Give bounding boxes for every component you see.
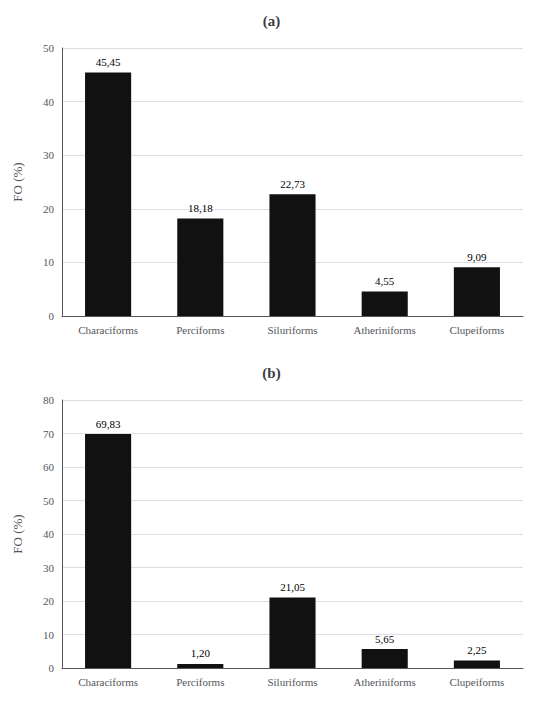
svg-text:FO (%): FO (%) [10,162,25,201]
svg-text:18,18: 18,18 [188,202,213,214]
svg-text:50: 50 [43,495,55,507]
svg-text:9,09: 9,09 [467,251,487,263]
svg-text:22,73: 22,73 [280,178,305,190]
svg-text:69,83: 69,83 [96,418,121,430]
svg-text:2,25: 2,25 [467,644,487,656]
svg-text:20: 20 [43,595,55,607]
svg-text:FO (%): FO (%) [10,514,25,553]
svg-text:10: 10 [43,256,55,268]
svg-text:0: 0 [49,662,55,674]
svg-text:1,20: 1,20 [191,647,211,659]
svg-text:20: 20 [43,203,55,215]
svg-text:Characiforms: Characiforms [78,324,138,336]
svg-text:10: 10 [43,629,55,641]
svg-text:Atheriniforms: Atheriniforms [354,676,416,688]
svg-text:Clupeiforms: Clupeiforms [449,676,504,688]
svg-text:60: 60 [43,461,55,473]
svg-text:45,45: 45,45 [96,56,121,68]
svg-text:70: 70 [43,428,55,440]
svg-text:Clupeiforms: Clupeiforms [449,324,504,336]
svg-text:4,55: 4,55 [375,275,395,287]
svg-text:0: 0 [49,310,55,322]
svg-text:30: 30 [43,149,55,161]
svg-text:(b): (b) [262,365,280,382]
svg-text:Siluriforms: Siluriforms [267,324,317,336]
svg-text:Perciforms: Perciforms [176,324,224,336]
svg-text:80: 80 [43,394,55,406]
svg-text:Characiforms: Characiforms [78,676,138,688]
svg-text:Perciforms: Perciforms [176,676,224,688]
svg-text:50: 50 [43,42,55,54]
svg-text:40: 40 [43,96,55,108]
svg-text:30: 30 [43,562,55,574]
svg-text:5,65: 5,65 [375,633,395,645]
svg-text:(a): (a) [263,13,281,30]
svg-text:Atheriniforms: Atheriniforms [354,324,416,336]
svg-text:Siluriforms: Siluriforms [267,676,317,688]
svg-text:21,05: 21,05 [280,581,305,593]
svg-text:40: 40 [43,528,55,540]
